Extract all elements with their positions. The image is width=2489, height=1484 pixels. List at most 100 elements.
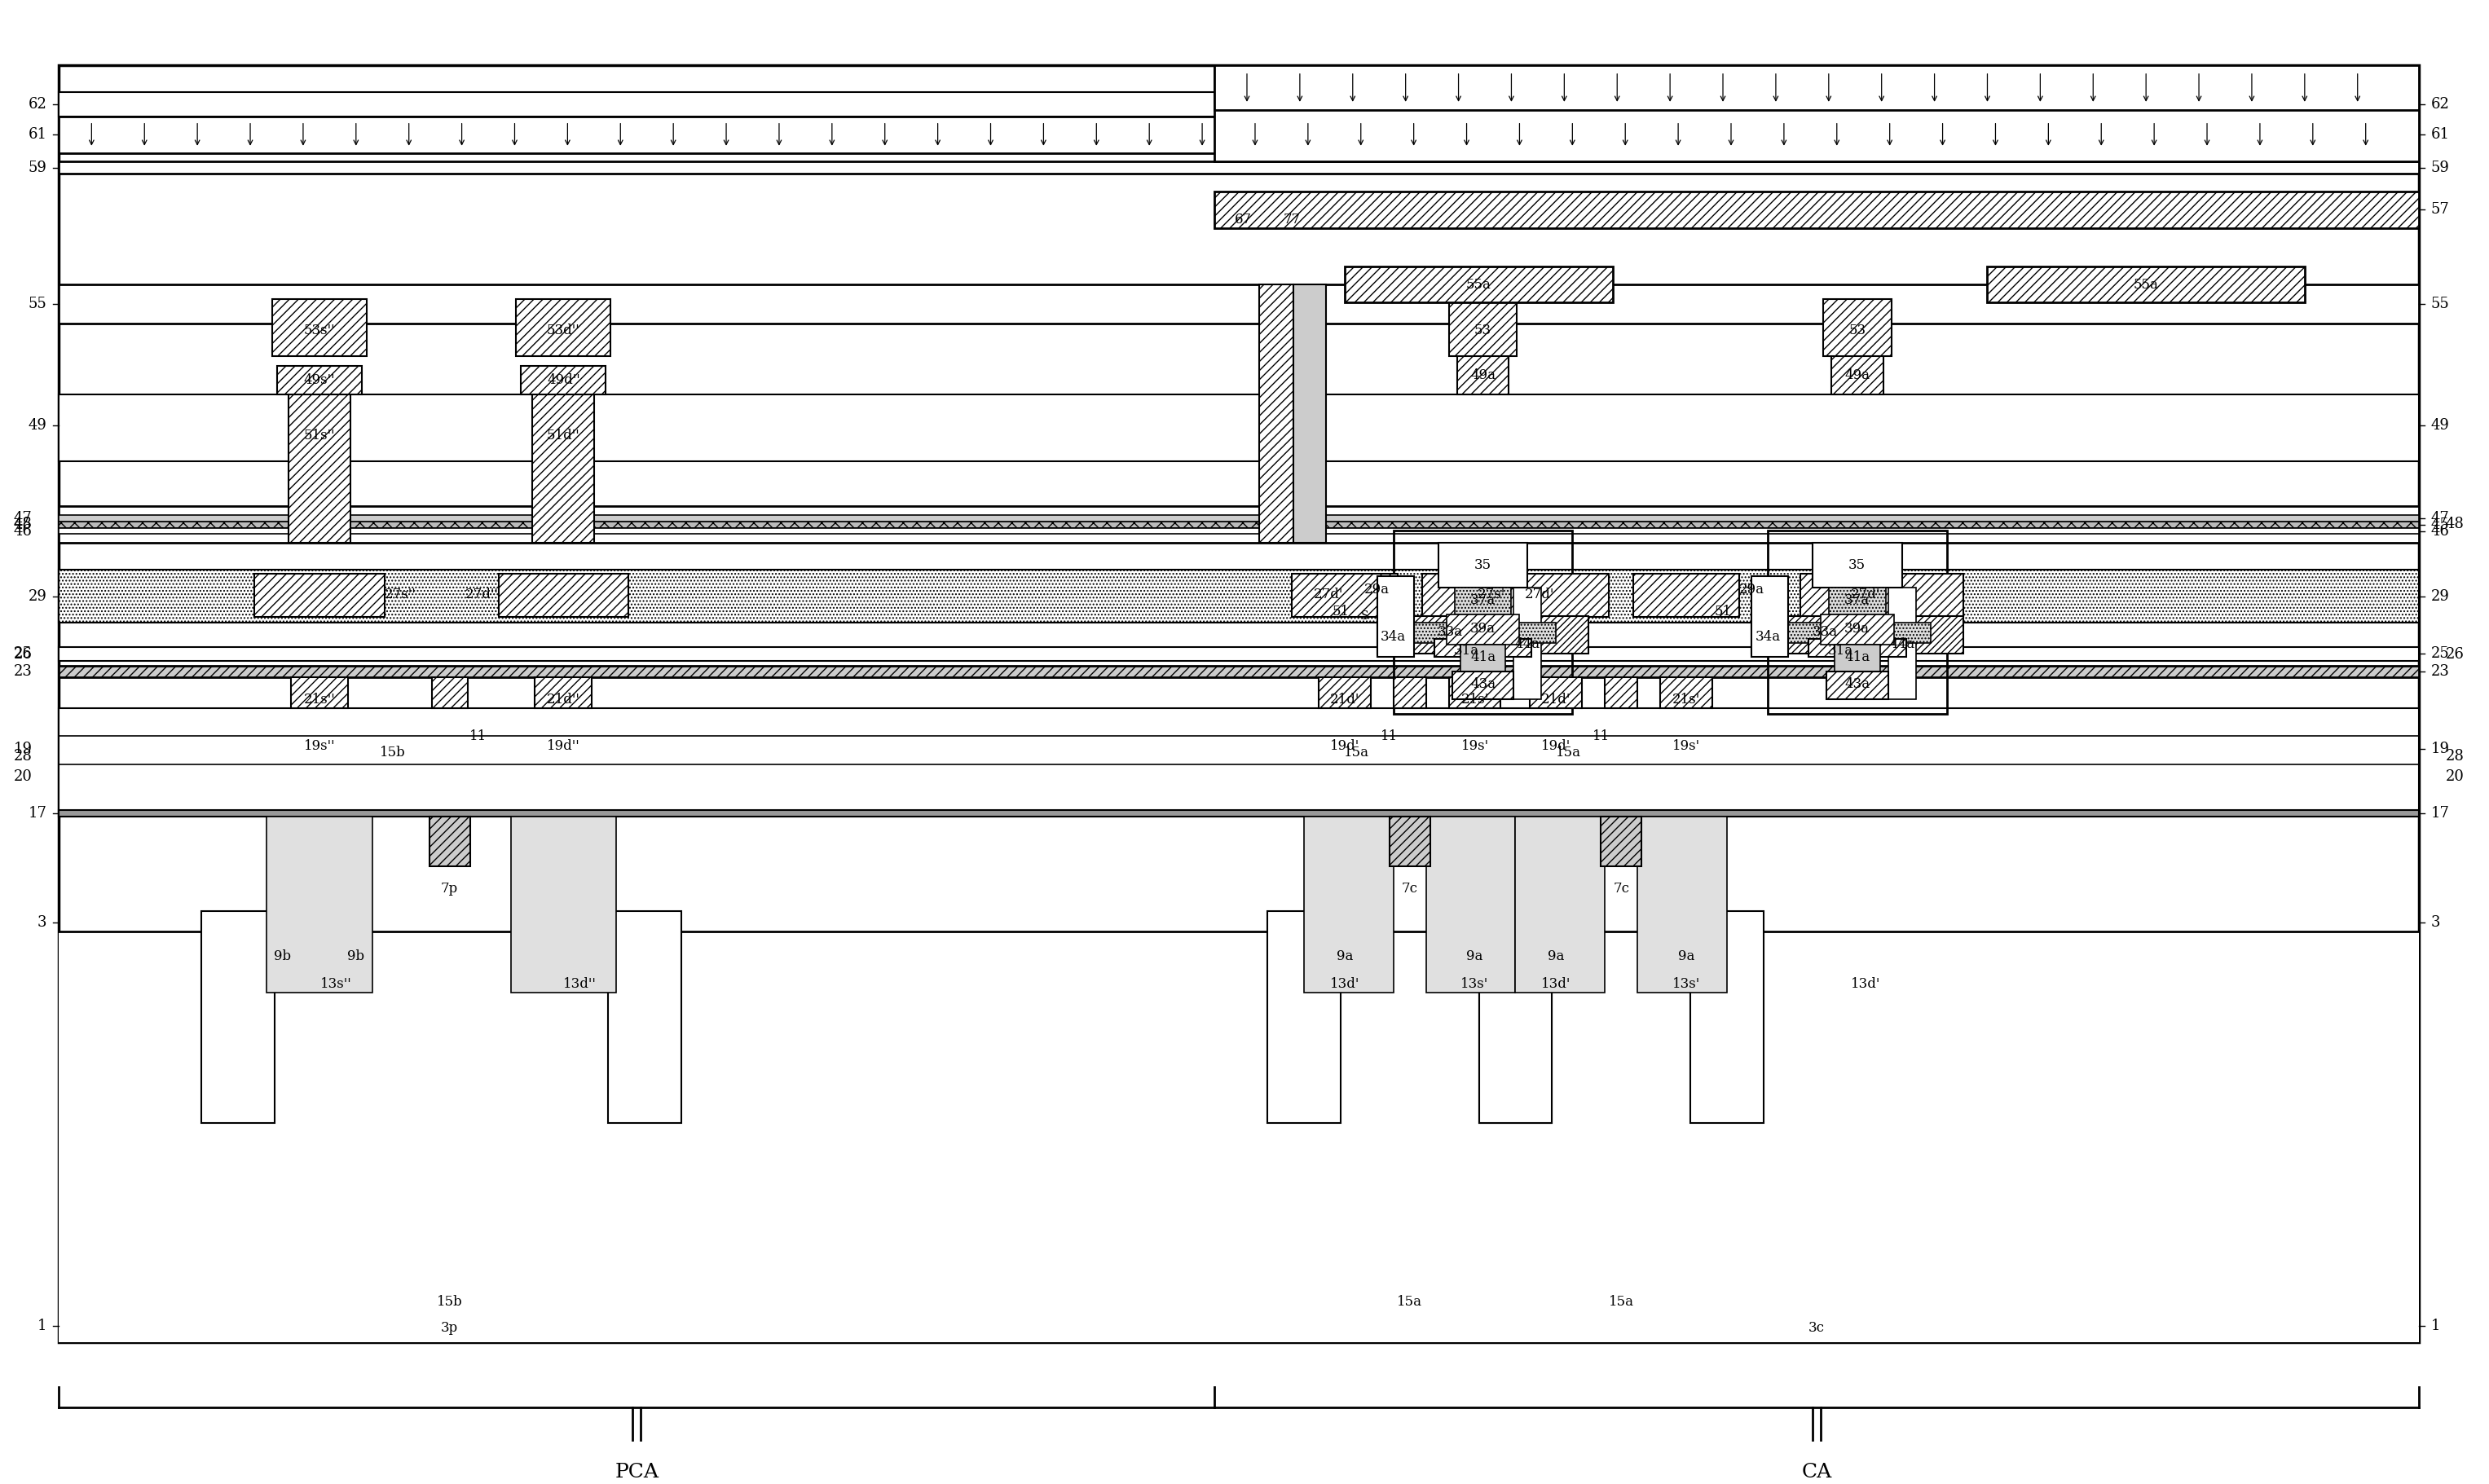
Text: 28: 28 <box>2444 749 2464 764</box>
Bar <box>291 677 348 708</box>
Bar <box>60 708 2419 816</box>
Text: PCA: PCA <box>615 1463 660 1483</box>
Text: 9a: 9a <box>1678 950 1695 963</box>
Text: 47: 47 <box>2432 510 2449 525</box>
Bar <box>1394 677 1426 708</box>
Text: 49a: 49a <box>1844 368 1869 381</box>
Bar <box>520 367 605 395</box>
Text: 15b: 15b <box>381 745 406 760</box>
Bar <box>60 521 2419 528</box>
Bar <box>1785 622 1931 643</box>
Text: 29: 29 <box>27 589 47 604</box>
Text: 29: 29 <box>2432 589 2449 604</box>
Bar <box>1456 356 1508 395</box>
Bar <box>1478 911 1553 1123</box>
Text: 51: 51 <box>1332 605 1349 619</box>
Text: 34a: 34a <box>1755 631 1780 644</box>
Text: 21d'': 21d'' <box>548 693 580 706</box>
Bar <box>1376 576 1414 656</box>
Bar <box>1449 677 1501 708</box>
Bar <box>1832 356 1884 395</box>
Text: 55: 55 <box>2432 297 2449 312</box>
Bar <box>1600 816 1643 867</box>
Bar <box>1834 644 1879 671</box>
Text: 19d'': 19d'' <box>548 739 580 752</box>
Text: 26: 26 <box>12 647 32 662</box>
Bar <box>289 395 351 543</box>
Bar <box>1513 588 1541 699</box>
Text: 48: 48 <box>12 516 32 531</box>
Bar <box>1449 300 1518 356</box>
Text: 31a: 31a <box>1454 644 1478 657</box>
Bar <box>1409 622 1556 643</box>
Text: 9b: 9b <box>348 950 363 963</box>
Text: 21d': 21d' <box>1541 693 1571 706</box>
Text: 15a: 15a <box>1344 745 1369 760</box>
Text: 9a: 9a <box>1337 950 1354 963</box>
Bar <box>533 395 595 543</box>
Text: 27d': 27d' <box>1526 588 1556 601</box>
Bar <box>1690 911 1765 1123</box>
Text: 13d'': 13d'' <box>563 978 597 991</box>
Text: 9a: 9a <box>1548 950 1566 963</box>
Bar <box>60 285 2419 324</box>
Text: 59: 59 <box>2432 160 2449 175</box>
Text: S: S <box>1361 610 1369 622</box>
Text: 62: 62 <box>2432 96 2449 111</box>
Bar <box>1344 267 1613 303</box>
Bar <box>1446 614 1518 644</box>
Text: 55a: 55a <box>2133 278 2158 292</box>
Text: 19s'': 19s'' <box>304 739 336 752</box>
Text: 33a: 33a <box>1439 625 1464 640</box>
Text: 1: 1 <box>2432 1319 2439 1334</box>
Text: 51: 51 <box>1715 605 1732 619</box>
Bar <box>1531 677 1583 708</box>
Bar <box>1376 616 1588 653</box>
Text: 7p: 7p <box>441 881 458 895</box>
Bar <box>1421 574 1528 617</box>
Text: 49d'': 49d'' <box>548 372 580 387</box>
Bar <box>60 932 2419 1343</box>
Text: 21d': 21d' <box>1329 693 1359 706</box>
Bar <box>60 395 2419 462</box>
Text: 55a: 55a <box>1466 278 1491 292</box>
Bar <box>428 816 470 867</box>
Bar <box>60 647 2419 660</box>
Bar <box>1267 911 1342 1123</box>
Text: 7c: 7c <box>1613 881 1630 895</box>
Text: 49a: 49a <box>1471 368 1496 381</box>
Text: 61: 61 <box>27 128 47 141</box>
Bar <box>60 528 2419 534</box>
Text: 41a: 41a <box>1471 650 1496 665</box>
Bar <box>1304 816 1394 993</box>
Text: 3p: 3p <box>441 1321 458 1334</box>
Bar <box>1451 671 1513 699</box>
Bar <box>510 816 617 993</box>
Text: 23: 23 <box>12 663 32 678</box>
Bar <box>1800 574 1964 617</box>
Text: 3: 3 <box>2432 916 2439 930</box>
Text: 15a: 15a <box>1608 1296 1633 1309</box>
Bar <box>1633 574 1740 617</box>
Text: 44a: 44a <box>1889 638 1914 651</box>
Text: 53: 53 <box>1849 324 1867 337</box>
Bar <box>60 65 2419 1343</box>
Bar <box>1389 816 1431 867</box>
Text: 67: 67 <box>1235 212 1252 227</box>
Text: 44a: 44a <box>1516 638 1541 651</box>
Text: 37a: 37a <box>1844 594 1869 607</box>
Bar <box>535 677 592 708</box>
Bar <box>276 367 361 395</box>
Text: 19s': 19s' <box>1461 739 1488 752</box>
Bar <box>1819 614 1894 644</box>
Text: 13s': 13s' <box>1461 978 1488 991</box>
Text: 77: 77 <box>1282 212 1299 227</box>
Bar <box>1215 65 2419 110</box>
Bar <box>60 92 2419 116</box>
Bar <box>60 162 2419 174</box>
Text: 47: 47 <box>12 510 32 525</box>
Text: 55: 55 <box>27 297 47 312</box>
Bar <box>271 300 366 356</box>
Text: 37a: 37a <box>1471 594 1496 607</box>
Bar <box>1829 588 1887 614</box>
